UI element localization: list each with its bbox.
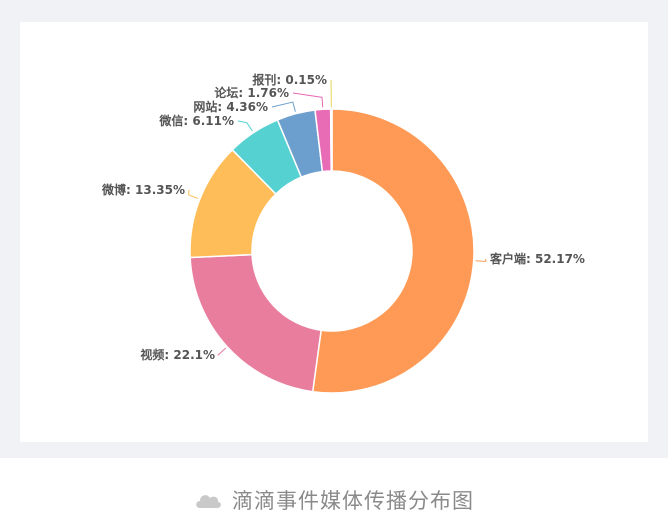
donut-chart: 客户端: 52.17% 视频: 22.1% 微博: 13.35% 微信: 6.11%网…	[101, 72, 585, 394]
leader-line-客户端	[475, 258, 487, 263]
leader-line-网站	[271, 101, 296, 112]
figure-caption: 滴滴事件媒体传播分布图	[0, 480, 668, 520]
data-label-客户端: 客户端: 52.17%	[489, 251, 585, 266]
leader-line-微信	[237, 120, 253, 132]
data-label-报刊: 报刊: 0.15%	[252, 72, 327, 87]
chart-frame	[0, 0, 668, 458]
data-label-视频: 视频: 22.1%	[140, 347, 215, 362]
data-label-微信: 微信: 6.11%	[158, 113, 234, 128]
data-label-微博: 微博: 13.35%	[101, 182, 185, 197]
leader-line-论坛	[292, 92, 324, 108]
leader-line-微博	[188, 189, 199, 199]
cloud-icon	[196, 495, 221, 508]
slice-视频	[189, 253, 322, 393]
caption-text: 滴滴事件媒体传播分布图	[232, 489, 474, 513]
slice-报刊	[329, 108, 333, 172]
slice-客户端	[311, 108, 475, 394]
data-label-网站: 网站: 4.36%	[193, 99, 268, 114]
data-label-论坛: 论坛: 1.76%	[214, 85, 289, 100]
leader-line-视频	[217, 347, 227, 356]
